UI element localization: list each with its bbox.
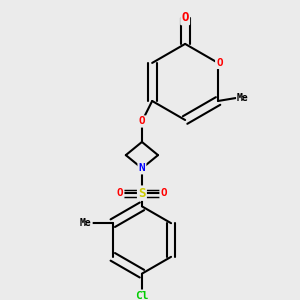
Text: O: O — [160, 188, 167, 198]
Text: S: S — [138, 187, 146, 200]
Text: O: O — [117, 188, 123, 198]
Text: N: N — [139, 163, 145, 173]
Text: O: O — [139, 116, 145, 127]
Text: O: O — [216, 58, 223, 68]
Text: Me: Me — [237, 93, 249, 103]
Text: Me: Me — [80, 218, 92, 228]
Text: Cl: Cl — [135, 291, 149, 300]
Text: O: O — [182, 11, 189, 24]
